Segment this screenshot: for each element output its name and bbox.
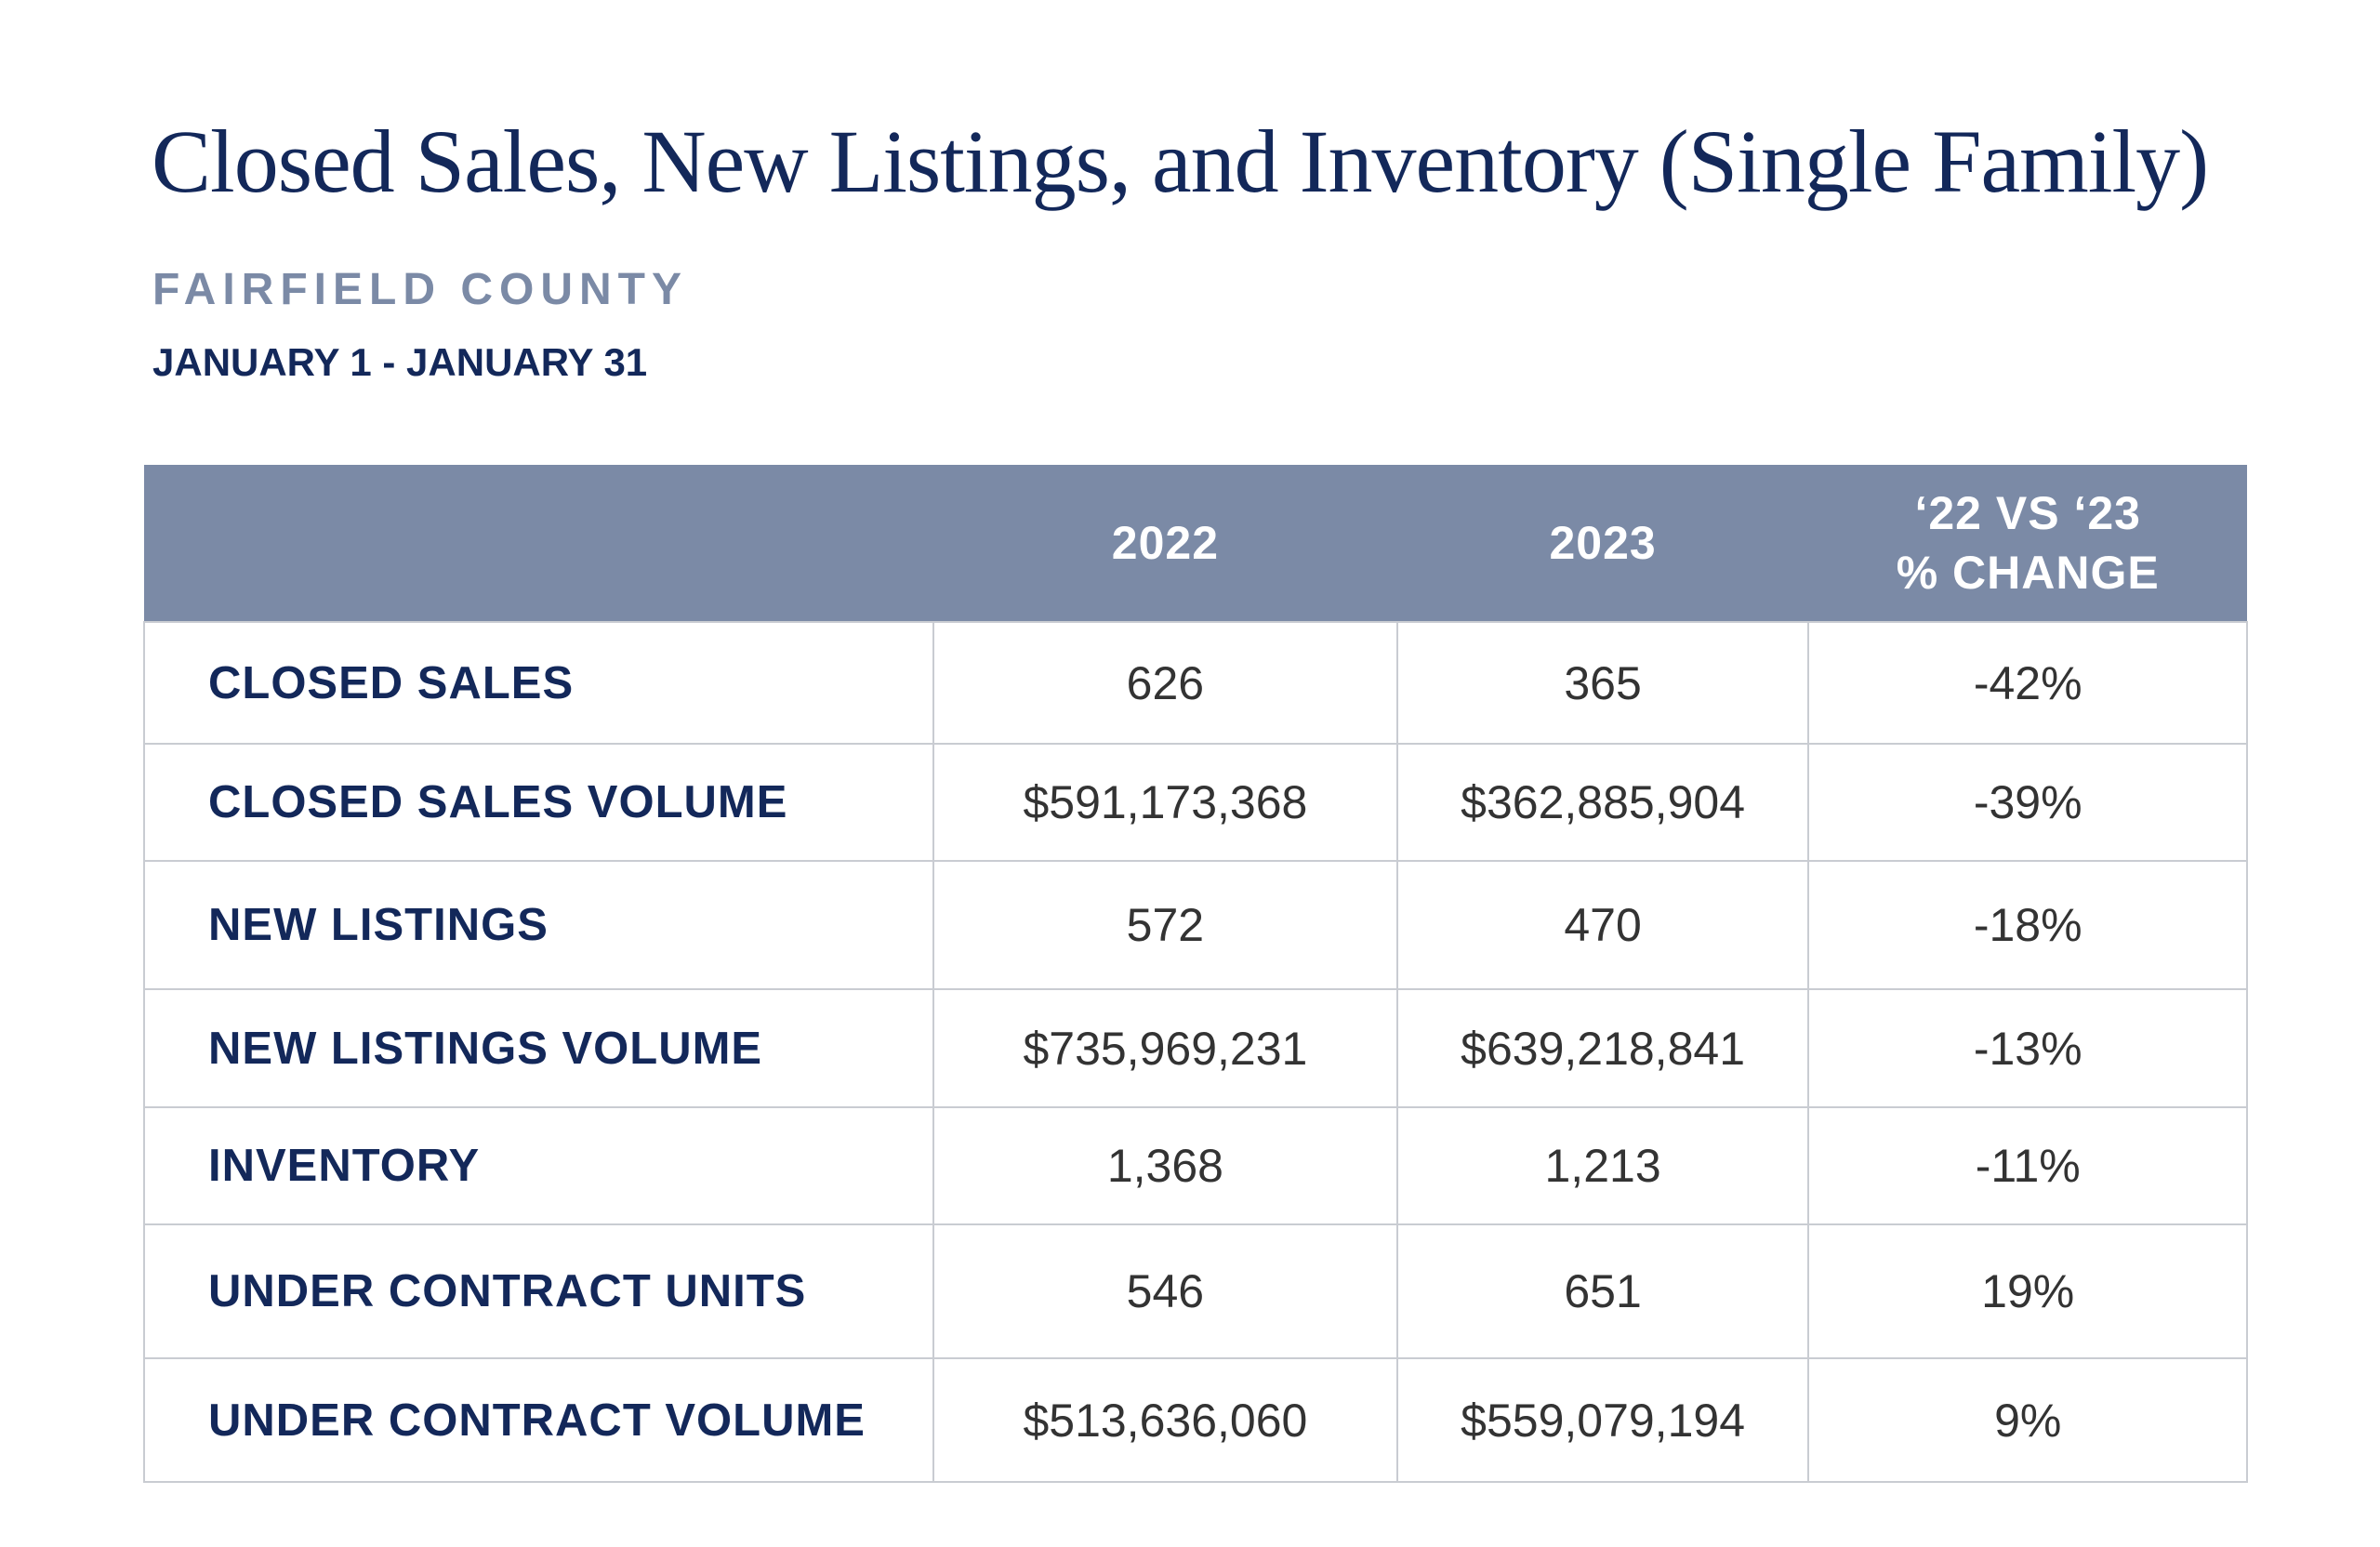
value-2022: $591,173,368	[932, 743, 1398, 862]
page-title: Closed Sales, New Listings, and Inventor…	[152, 112, 2209, 211]
value-2023: $639,218,841	[1395, 988, 1810, 1108]
value-change: -39%	[1807, 743, 2248, 862]
value-2022: $735,969,231	[932, 988, 1398, 1108]
table-row: UNDER CONTRACT VOLUME $513,636,060 $559,07…	[142, 1357, 2248, 1483]
value-change: 19%	[1807, 1223, 2248, 1359]
value-2022: 1,368	[932, 1106, 1398, 1225]
header-metric	[144, 465, 934, 622]
value-change: -11%	[1807, 1106, 2248, 1225]
value-2023: 365	[1395, 621, 1810, 745]
row-label: UNDER CONTRACT VOLUME	[142, 1357, 935, 1483]
value-2023: 651	[1395, 1223, 1810, 1359]
row-label: NEW LISTINGS VOLUME	[142, 988, 935, 1108]
table-row: CLOSED SALES VOLUME $591,173,368 $362,885,…	[142, 743, 2248, 862]
table-row: UNDER CONTRACT UNITS 546 651 19%	[142, 1223, 2248, 1359]
header-2022: 2022	[933, 465, 1397, 622]
value-2022: 626	[932, 621, 1398, 745]
stats-table: 2022 2023 ‘22 VS ‘23 % CHANGE CLOSED SAL…	[142, 465, 2248, 1483]
value-change: 9%	[1807, 1357, 2248, 1483]
value-2022: 572	[932, 860, 1398, 990]
row-label: INVENTORY	[142, 1106, 935, 1225]
row-label: CLOSED SALES	[142, 621, 935, 745]
value-change: -13%	[1807, 988, 2248, 1108]
table-row: INVENTORY 1,368 1,213 -11%	[142, 1106, 2248, 1225]
header-2023: 2023	[1396, 465, 1809, 622]
value-change: -42%	[1807, 621, 2248, 745]
date-range: JANUARY 1 - JANUARY 31	[152, 340, 648, 384]
county-subtitle: FAIRFIELD COUNTY	[152, 265, 688, 314]
table-row: NEW LISTINGS 572 470 -18%	[142, 860, 2248, 990]
value-2023: 1,213	[1395, 1106, 1810, 1225]
value-change: -18%	[1807, 860, 2248, 990]
header-change: ‘22 VS ‘23 % CHANGE	[1808, 465, 2247, 622]
value-2023: $362,885,904	[1395, 743, 1810, 862]
row-label: CLOSED SALES VOLUME	[142, 743, 935, 862]
value-2022: $513,636,060	[932, 1357, 1398, 1483]
value-2023: 470	[1395, 860, 1810, 990]
value-2022: 546	[932, 1223, 1398, 1359]
table-header-row: 2022 2023 ‘22 VS ‘23 % CHANGE	[144, 465, 2247, 622]
value-2023: $559,079,194	[1395, 1357, 1810, 1483]
table-row: CLOSED SALES 626 365 -42%	[142, 621, 2248, 745]
row-label: NEW LISTINGS	[142, 860, 935, 990]
table-row: NEW LISTINGS VOLUME $735,969,231 $639,218,…	[142, 988, 2248, 1108]
row-label: UNDER CONTRACT UNITS	[142, 1223, 935, 1359]
